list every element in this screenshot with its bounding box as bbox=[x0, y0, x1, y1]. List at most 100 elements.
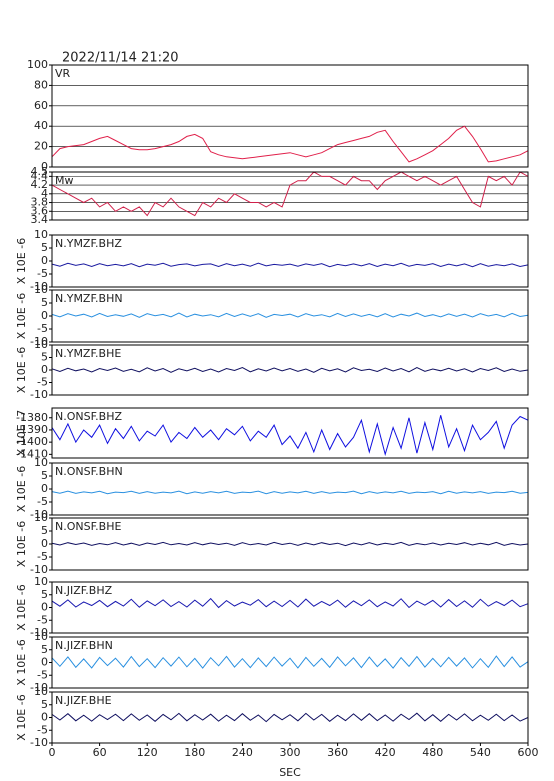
y-tick-label: 5 bbox=[41, 241, 48, 254]
x-tick-label: 360 bbox=[327, 746, 348, 759]
x-tick-label: 60 bbox=[93, 746, 107, 759]
y-tick-label: 3.8 bbox=[31, 196, 49, 209]
panel-label: N.ONSF.BHZ bbox=[55, 410, 122, 423]
y-axis-label: X 10E -6 bbox=[15, 293, 28, 339]
waveform bbox=[51, 312, 529, 318]
panel-frame bbox=[51, 462, 529, 516]
waveform bbox=[51, 712, 529, 723]
panel-label: N.JIZF.BHE bbox=[55, 694, 112, 707]
y-tick-label: -1390 bbox=[16, 423, 48, 436]
y-tick-label: -5 bbox=[37, 550, 48, 563]
y-tick-label: -10 bbox=[30, 280, 48, 293]
y-tick-label: 20 bbox=[34, 140, 48, 153]
panel-frame bbox=[51, 289, 529, 343]
panel-frame bbox=[51, 636, 529, 689]
y-tick-label: 100 bbox=[27, 58, 48, 71]
y-tick-label: 0 bbox=[41, 482, 48, 495]
y-tick-label: 10 bbox=[34, 338, 48, 351]
x-tick-label: 180 bbox=[184, 746, 205, 759]
y-tick-label: 10 bbox=[34, 228, 48, 241]
panel-frame bbox=[51, 407, 529, 459]
y-tick-label: -10 bbox=[30, 388, 48, 401]
y-tick-label: 10 bbox=[34, 283, 48, 296]
y-axis-label: X 10E -6 bbox=[15, 238, 28, 284]
panel-label: N.JIZF.BHZ bbox=[55, 584, 113, 597]
y-tick-label: 0 bbox=[41, 656, 48, 669]
y-tick-label: -5 bbox=[37, 495, 48, 508]
waveform bbox=[51, 490, 529, 495]
y-tick-label: 5 bbox=[41, 296, 48, 309]
y-axis-label: X 10E -6 bbox=[15, 521, 28, 567]
waveform bbox=[51, 366, 529, 373]
y-axis-label: X 10E -6 bbox=[15, 694, 28, 740]
panel-frame bbox=[51, 344, 529, 396]
y-tick-label: -5 bbox=[37, 613, 48, 626]
y-axis-label: X 10E -6 bbox=[15, 347, 28, 393]
x-axis-label: SEC bbox=[279, 766, 301, 779]
y-tick-label: 4.5 bbox=[31, 165, 49, 178]
y-tick-label: 5 bbox=[41, 698, 48, 711]
waveform bbox=[51, 262, 529, 268]
y-tick-label: -5 bbox=[37, 376, 48, 389]
y-axis-label: X 10E -7 bbox=[15, 410, 28, 456]
x-tick-label: 120 bbox=[137, 746, 158, 759]
y-tick-label: -1380 bbox=[16, 411, 48, 424]
waveform bbox=[51, 541, 529, 547]
panel-label: N.ONSF.BHE bbox=[55, 520, 121, 533]
x-tick-label: 240 bbox=[232, 746, 253, 759]
waveform bbox=[51, 655, 529, 669]
y-tick-label: 60 bbox=[34, 99, 48, 112]
panel-label: N.ONSF.BHN bbox=[55, 465, 123, 478]
x-tick-label: 540 bbox=[470, 746, 491, 759]
y-axis-label: X 10E -6 bbox=[15, 466, 28, 512]
y-tick-label: 5 bbox=[41, 588, 48, 601]
y-tick-label: -5 bbox=[37, 267, 48, 280]
y-axis-label: X 10E -6 bbox=[15, 584, 28, 630]
x-tick-label: 480 bbox=[422, 746, 443, 759]
y-tick-label: 0 bbox=[41, 160, 48, 173]
y-tick-label: 40 bbox=[34, 119, 48, 132]
y-tick-label: 10 bbox=[34, 511, 48, 524]
y-tick-label: 5 bbox=[41, 524, 48, 537]
waveform bbox=[51, 415, 529, 457]
y-tick-label: -10 bbox=[30, 626, 48, 639]
y-tick-label: -10 bbox=[30, 736, 48, 749]
y-tick-label: -10 bbox=[30, 335, 48, 348]
panel-frame bbox=[51, 234, 529, 288]
y-tick-label: 4.2 bbox=[31, 178, 49, 191]
y-tick-label: -1410 bbox=[16, 447, 48, 460]
y-tick-label: 4 bbox=[41, 187, 48, 200]
y-tick-label: 10 bbox=[34, 456, 48, 469]
chart-title: 2022/11/14 21:20 bbox=[62, 51, 179, 66]
panel-frame bbox=[51, 517, 529, 571]
x-tick-label: 0 bbox=[49, 746, 56, 759]
x-tick-label: 300 bbox=[280, 746, 301, 759]
y-tick-label: -5 bbox=[37, 322, 48, 335]
y-tick-label: 0 bbox=[41, 601, 48, 614]
y-tick-label: -5 bbox=[37, 723, 48, 736]
panel-label: N.YMZF.BHN bbox=[55, 292, 123, 305]
y-tick-label: 5 bbox=[41, 469, 48, 482]
y-tick-label: 0 bbox=[41, 363, 48, 376]
panel-label: N.YMZF.BHZ bbox=[55, 237, 122, 250]
y-tick-label: -5 bbox=[37, 668, 48, 681]
y-tick-label: 10 bbox=[34, 685, 48, 698]
panel-frame bbox=[51, 64, 529, 168]
waveform bbox=[51, 125, 529, 163]
waveform bbox=[51, 171, 529, 217]
panel-label: VR bbox=[55, 67, 71, 80]
panel-frame bbox=[51, 581, 529, 634]
y-tick-label: 0 bbox=[41, 309, 48, 322]
y-tick-label: 3.6 bbox=[31, 204, 49, 217]
panel-frame bbox=[51, 171, 529, 221]
y-tick-label: 4.4 bbox=[31, 169, 49, 182]
y-axis-label: X 10E -6 bbox=[15, 639, 28, 685]
y-tick-label: 0 bbox=[41, 711, 48, 724]
panel-label: Mw bbox=[55, 174, 74, 187]
panel-label: N.YMZF.BHE bbox=[55, 347, 121, 360]
y-tick-label: 3.4 bbox=[31, 213, 49, 226]
y-tick-label: -10 bbox=[30, 681, 48, 694]
y-tick-label: 10 bbox=[34, 630, 48, 643]
y-tick-label: 10 bbox=[34, 575, 48, 588]
